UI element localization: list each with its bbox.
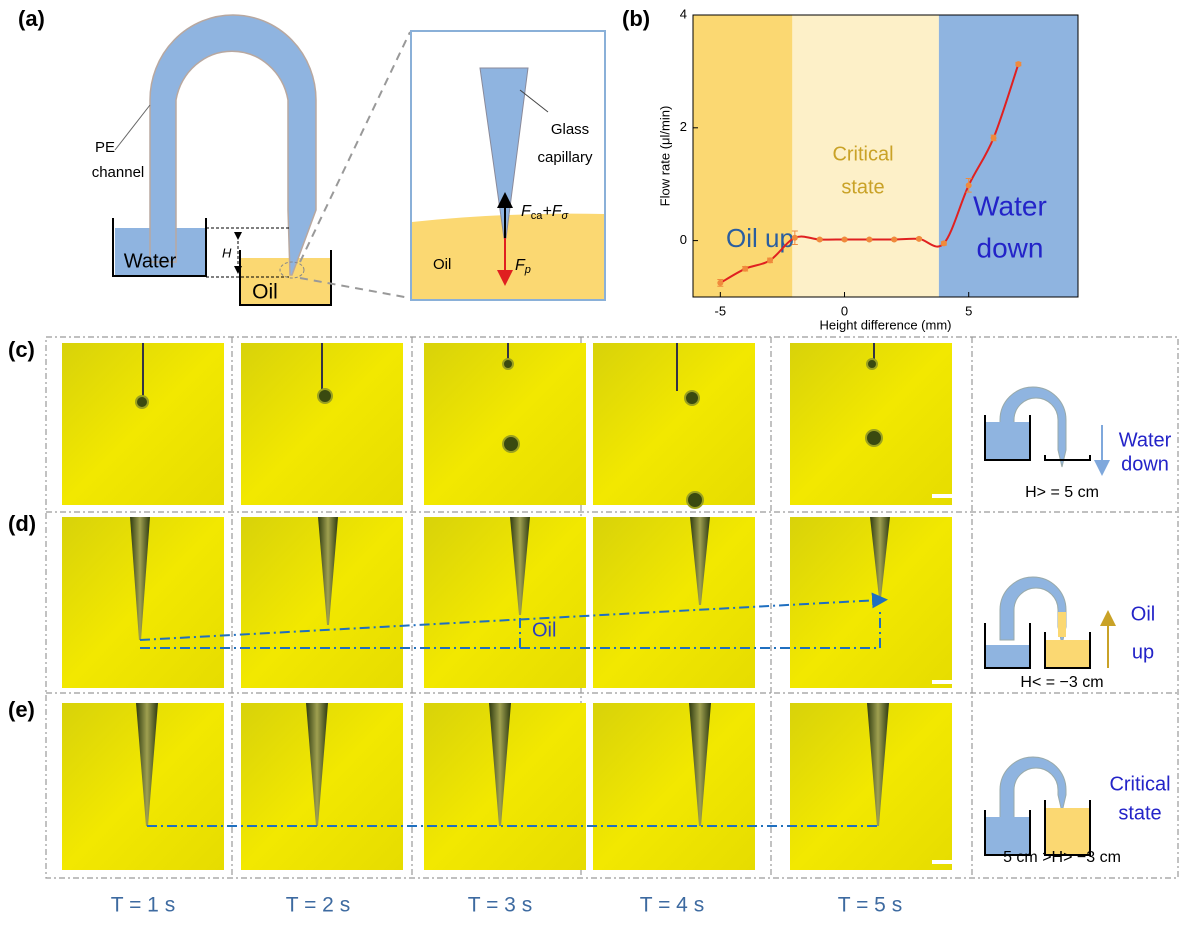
scale-bar — [932, 494, 952, 498]
data-point — [767, 257, 773, 263]
data-point — [742, 266, 748, 272]
data-point — [817, 236, 823, 242]
data-point — [991, 135, 997, 141]
panel-label: (c) — [8, 337, 35, 362]
droplet — [687, 492, 703, 508]
oil-column — [1058, 612, 1066, 637]
side-label: down — [1121, 453, 1169, 475]
scale-bar — [932, 860, 952, 864]
label: PE — [95, 139, 115, 156]
scale-bar — [932, 680, 952, 684]
droplet — [503, 436, 519, 452]
time-label: T = 1 s — [111, 894, 175, 917]
micrograph — [593, 703, 755, 870]
region-label: down — [977, 232, 1044, 263]
pointer — [115, 105, 150, 150]
label: Water — [124, 250, 177, 272]
data-point — [792, 235, 798, 241]
micrograph — [593, 517, 755, 688]
label: Glass — [551, 121, 589, 138]
droplet — [685, 391, 699, 405]
mini-oil — [1045, 808, 1090, 855]
y-tick-label: 0 — [680, 232, 687, 247]
droplet — [503, 359, 513, 369]
force-label: Fca+Fσ — [521, 203, 569, 222]
data-point — [842, 236, 848, 242]
x-axis-label: Height difference (mm) — [820, 317, 952, 332]
side-label: Oil — [1131, 603, 1155, 625]
figure: (a) PE channel Water H Oil Glass capilla… — [0, 0, 1182, 923]
condition-label: H< = −3 cm — [1020, 674, 1103, 691]
data-point — [941, 240, 947, 246]
mini-oil — [1045, 640, 1090, 668]
micrograph — [790, 517, 952, 688]
data-point — [916, 236, 922, 242]
data-point — [891, 236, 897, 242]
label: Oil — [433, 256, 451, 273]
pe-channel — [150, 15, 316, 275]
condition-label: 5 cm >H> −3 cm — [1003, 849, 1121, 866]
panel-label: (d) — [8, 511, 36, 536]
label: capillary — [537, 149, 593, 166]
y-tick-label: 4 — [680, 6, 687, 21]
region-label: Critical — [832, 143, 893, 165]
x-tick-label: -5 — [715, 303, 727, 318]
time-label: T = 5 s — [838, 894, 902, 917]
data-point — [966, 182, 972, 188]
region-label: Water — [973, 190, 1047, 221]
y-tick-label: 2 — [680, 119, 687, 134]
label: channel — [92, 164, 145, 181]
side-label: Water — [1119, 429, 1172, 451]
region-label: state — [841, 176, 884, 198]
panel-label: (e) — [8, 697, 35, 722]
droplet — [866, 430, 882, 446]
panel-label: (a) — [18, 6, 45, 31]
time-label: T = 3 s — [468, 894, 532, 917]
mini-container — [1045, 455, 1090, 460]
time-label: T = 4 s — [640, 894, 704, 917]
side-label: state — [1118, 802, 1161, 824]
mini-water — [985, 422, 1030, 460]
droplet — [867, 359, 877, 369]
data-point — [717, 280, 723, 286]
condition-label: H> = 5 cm — [1025, 484, 1099, 501]
micrograph — [424, 517, 586, 688]
x-tick-label: 5 — [965, 303, 972, 318]
side-label: up — [1132, 641, 1154, 663]
mini-tube — [1000, 577, 1066, 644]
label: Oil — [252, 281, 278, 304]
mini-water — [985, 645, 1030, 668]
x-tick-label: 0 — [841, 303, 848, 318]
droplet — [318, 389, 332, 403]
annotation: Oil — [532, 619, 556, 641]
data-point — [1015, 61, 1021, 67]
micrograph — [593, 343, 755, 505]
data-point — [866, 236, 872, 242]
panel-label: (b) — [622, 6, 650, 31]
panel-a: (a) PE channel Water H Oil Glass capilla… — [18, 6, 605, 305]
side-label: Critical — [1109, 773, 1170, 795]
y-axis-label: Flow rate (μl/min) — [657, 106, 672, 207]
droplet — [136, 396, 148, 408]
label: H — [222, 245, 232, 260]
time-label: T = 2 s — [286, 894, 350, 917]
